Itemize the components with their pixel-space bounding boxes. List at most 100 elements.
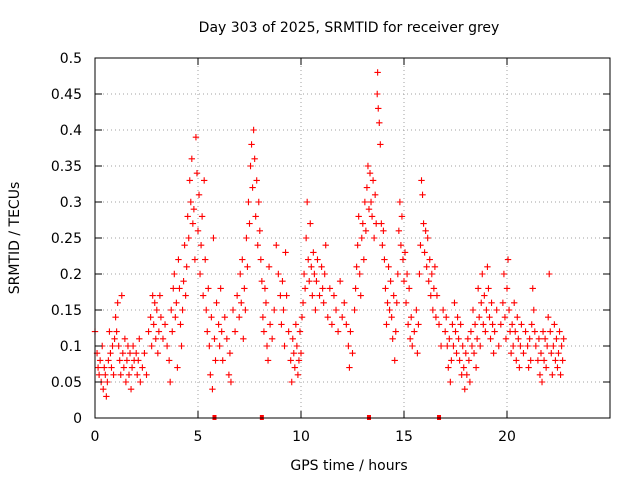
data-point [307, 220, 314, 227]
data-point [115, 342, 122, 350]
data-point [150, 321, 157, 328]
data-point [390, 292, 397, 299]
data-point [125, 371, 133, 378]
data-point [349, 350, 356, 357]
data-point [401, 249, 409, 256]
data-point [136, 335, 143, 342]
data-point [542, 364, 550, 371]
data-point [433, 292, 441, 299]
data-point [503, 285, 511, 292]
data-point [397, 242, 405, 249]
data-point [408, 314, 415, 321]
data-point [368, 213, 376, 220]
data-point [251, 155, 258, 162]
data-point [474, 285, 482, 292]
data-point [557, 371, 564, 378]
data-point [461, 386, 468, 393]
data-point [105, 357, 112, 364]
y-tick-label: 0.05 [51, 375, 82, 391]
y-tick-label: 0.4 [60, 123, 82, 139]
data-point [154, 350, 162, 357]
data-point [380, 227, 387, 234]
data-point [549, 371, 556, 378]
data-point [464, 335, 472, 342]
data-point [382, 285, 389, 292]
data-point [346, 364, 353, 371]
data-point [356, 270, 363, 278]
data-point [198, 213, 206, 220]
y-tick-label: 0.5 [60, 51, 82, 67]
data-point [417, 242, 424, 249]
data-point [147, 314, 154, 321]
data-point [471, 321, 479, 328]
data-point [103, 393, 110, 400]
data-point [310, 249, 317, 256]
data-point [260, 328, 268, 335]
data-point [245, 198, 252, 206]
data-point [445, 364, 452, 371]
x-tick-label: 10 [292, 429, 310, 445]
data-point [513, 357, 520, 364]
data-point [227, 378, 235, 386]
data-point [148, 342, 155, 350]
data-point [248, 141, 255, 148]
data-point [365, 206, 373, 213]
data-point [161, 321, 169, 328]
data-point [187, 198, 194, 206]
data-point [322, 242, 329, 249]
data-point [182, 292, 189, 299]
data-point [116, 357, 123, 364]
data-point [279, 278, 286, 285]
data-point [238, 299, 245, 306]
data-point [309, 292, 316, 299]
data-point [420, 220, 427, 227]
data-point [508, 321, 516, 328]
data-point [283, 292, 290, 299]
data-point [399, 256, 407, 263]
data-point [243, 234, 250, 242]
data-point [178, 342, 185, 350]
data-point [190, 206, 198, 213]
data-point [385, 263, 392, 270]
data-point [421, 249, 428, 256]
data-point [539, 328, 547, 335]
data-point [376, 119, 383, 126]
data-point [114, 299, 121, 306]
data-point [430, 285, 438, 292]
data-point [163, 342, 171, 350]
data-point [229, 306, 237, 314]
data-point [172, 314, 179, 321]
data-point [191, 256, 199, 263]
data-point [332, 306, 340, 314]
data-point [550, 342, 557, 350]
data-point [107, 350, 114, 357]
data-point [429, 306, 437, 314]
data-point [551, 321, 558, 328]
y-tick-label: 0 [73, 411, 82, 427]
data-point [450, 342, 457, 350]
data-point [242, 306, 249, 314]
data-point [361, 198, 369, 206]
data-point [179, 306, 186, 314]
data-point [371, 191, 379, 198]
data-point [559, 357, 566, 364]
data-point [552, 357, 559, 364]
data-point [414, 350, 421, 357]
data-point [149, 292, 156, 299]
data-point [406, 335, 414, 342]
data-point [156, 292, 164, 299]
data-point [151, 299, 158, 306]
data-point [236, 314, 243, 321]
data-point [347, 328, 354, 335]
data-point [95, 371, 103, 378]
data-point [548, 350, 555, 357]
data-point [473, 335, 481, 342]
data-point [250, 126, 257, 134]
data-point [451, 299, 458, 306]
data-point [135, 357, 142, 364]
data-point [291, 364, 299, 371]
data-point [141, 350, 148, 357]
data-point [402, 299, 410, 306]
y-tick-label: 0.45 [51, 87, 82, 103]
